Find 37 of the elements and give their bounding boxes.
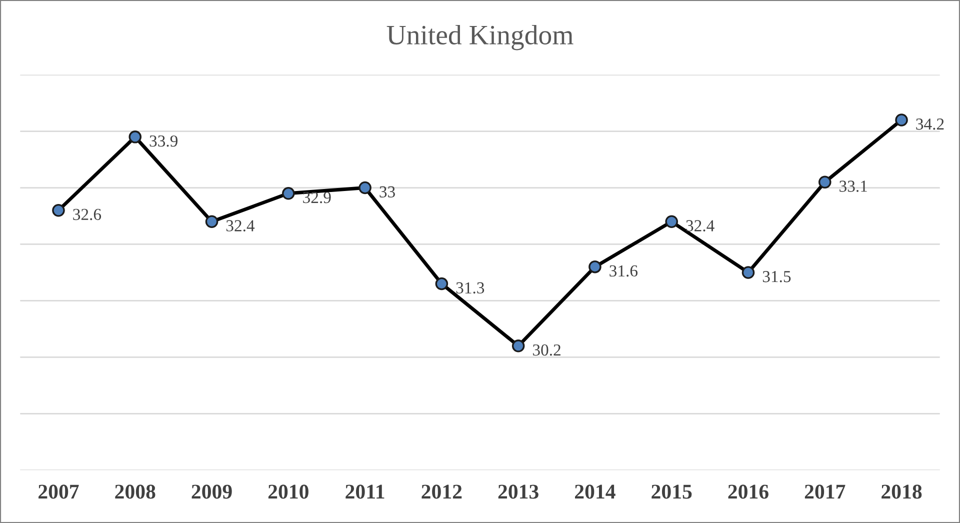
chart-title: United Kingdom [386, 24, 574, 50]
data-label: 31.6 [610, 265, 638, 277]
x-tick-label: 2007 [38, 484, 79, 499]
data-label: 34.2 [916, 118, 944, 130]
point [205, 215, 218, 228]
point [818, 176, 832, 188]
x-tick-label: 2014 [575, 484, 616, 499]
x-tick-label: 2018 [882, 484, 922, 499]
point [588, 260, 602, 274]
data-label: 30.2 [533, 344, 560, 356]
data-label: 33.1 [840, 180, 867, 192]
point [435, 277, 448, 290]
data-label: 33 [380, 186, 395, 198]
point [742, 266, 755, 279]
x-tick-label: 2016 [728, 484, 768, 499]
data-label: 31.5 [762, 271, 791, 282]
x-tick-label: 2015 [652, 484, 692, 499]
data-label: 32.6 [73, 208, 102, 220]
point [358, 181, 372, 194]
point [665, 215, 678, 228]
data-label: 33.9 [150, 135, 178, 147]
x-tick-label: 2011 [346, 484, 384, 499]
point [128, 130, 142, 144]
x-tick-label: 2010 [268, 484, 308, 499]
data-label: 32.4 [226, 220, 255, 232]
data-label: 31.3 [456, 282, 484, 294]
x-tick-label: 2009 [192, 484, 232, 499]
point [52, 204, 65, 217]
x-tick-label: 2017 [804, 484, 846, 499]
x-tick-label: 2012 [422, 484, 462, 499]
point [512, 340, 525, 352]
x-tick-label: 2008 [115, 484, 156, 499]
point [282, 187, 295, 200]
x-tick-label: 2013 [498, 484, 538, 499]
point [895, 114, 908, 126]
data-label: 32.9 [303, 192, 331, 204]
data-label: 32.4 [686, 220, 714, 232]
